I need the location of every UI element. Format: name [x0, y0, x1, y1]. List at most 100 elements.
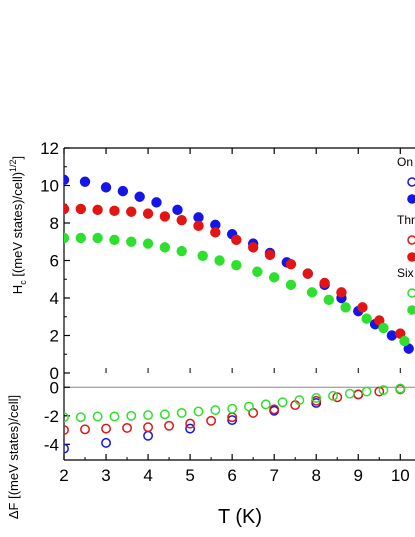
lower-series-1-point	[64, 425, 69, 435]
lower-series-0-point	[185, 423, 196, 434]
upper-series-2-point	[285, 279, 297, 291]
upper-series-2-point	[64, 232, 70, 244]
legend-title: On	[397, 155, 413, 169]
upper-series-2-point	[378, 322, 389, 334]
upper-panel: 0 2 4 6 8 10 12	[40, 139, 415, 383]
upper-series-2-point	[214, 255, 225, 266]
upper-series-1-point	[336, 287, 347, 298]
lower-series-2-point	[361, 386, 372, 397]
upper-series-1-point	[247, 242, 259, 253]
upper-series-0-point	[210, 219, 221, 231]
legend-open-marker	[407, 288, 415, 298]
legend-title: Thr	[397, 213, 415, 227]
upper-series-0-point	[134, 191, 145, 202]
upper-y-tick-label: 2	[50, 327, 59, 346]
upper-series-1-point	[357, 302, 368, 313]
upper-series-0-point	[64, 174, 70, 186]
x-tick-label: 2	[59, 466, 68, 485]
upper-series-1-point	[75, 203, 87, 215]
upper-series-2-point	[340, 302, 351, 313]
lower-series-2-point	[294, 395, 305, 406]
lower-y-tick-label: -2	[44, 407, 59, 426]
lower-series-2-point	[92, 411, 103, 422]
lower-series-2-point	[227, 403, 238, 414]
upper-series-2-point	[197, 250, 208, 262]
upper-y-tick-label: 8	[50, 214, 59, 233]
lower-series-2-point	[109, 411, 120, 422]
upper-series-2-point	[159, 242, 171, 253]
lower-series-0-point	[101, 437, 111, 448]
upper-series-2-point	[268, 272, 280, 283]
lower-series-2-point	[328, 390, 338, 401]
x-tick-label: 7	[269, 466, 278, 485]
legend-filled-marker	[407, 194, 415, 204]
legend: On Thr Six	[397, 155, 415, 315]
upper-series-0-point	[193, 212, 204, 223]
upper-series-1-point	[193, 220, 204, 232]
lower-series-2-point	[344, 388, 355, 399]
upper-y-tick-label: 6	[50, 252, 59, 271]
upper-series-2-point	[252, 266, 263, 277]
lower-y-tick-label: 0	[50, 378, 59, 397]
upper-series-0-point	[151, 197, 162, 208]
upper-series-1-point	[159, 211, 171, 222]
upper-series-1-point	[210, 227, 221, 238]
upper-series-0-point	[117, 185, 129, 197]
lower-series-2-point	[159, 409, 170, 420]
lower-series-1-point	[143, 422, 154, 433]
lower-series-1-point	[164, 420, 175, 431]
upper-y-axis-label: Hc [(meV states)/cell)1/2]	[8, 156, 28, 294]
x-tick-label: 10	[391, 466, 410, 485]
lower-series-2-point	[193, 406, 204, 417]
legend-filled-marker	[407, 252, 415, 262]
x-tick-label: 8	[311, 466, 320, 485]
lower-series-2-point	[126, 410, 137, 421]
upper-series-2-point	[323, 294, 335, 306]
upper-y-tick-label: 10	[40, 177, 59, 196]
lower-series-2-point	[64, 412, 69, 423]
upper-series-2-point	[92, 232, 103, 244]
lower-series-2-point	[277, 397, 288, 408]
upper-series-1-point	[285, 259, 297, 270]
legend-filled-marker	[407, 305, 415, 315]
legend-title: Six	[397, 266, 414, 280]
upper-series-2-point	[126, 236, 137, 247]
upper-series-2-point	[75, 232, 87, 244]
lower-panel: -4 -2 0	[44, 373, 415, 460]
upper-series-2-point	[176, 245, 187, 257]
lower-series-1-point	[122, 422, 133, 433]
legend-open-marker	[407, 177, 415, 187]
lower-y-tick-label: -4	[44, 435, 59, 454]
lower-series-0-point	[64, 443, 69, 454]
lower-series-2-point	[260, 399, 271, 410]
upper-y-tick-label: 12	[40, 139, 59, 158]
upper-series-1-point	[92, 204, 103, 216]
lower-series-1-point	[206, 415, 217, 426]
lower-series-2-point	[143, 410, 154, 421]
lower-series-1-point	[80, 424, 90, 435]
lower-series-1-point	[185, 418, 196, 429]
upper-series-1-point	[142, 208, 154, 219]
x-tick-label: 6	[227, 466, 236, 485]
lower-series-2-point	[176, 407, 187, 418]
upper-y-tick-label: 0	[50, 364, 59, 383]
upper-series-1-point	[264, 249, 276, 261]
x-tick-label: 4	[143, 466, 152, 485]
upper-series-2-point	[306, 287, 318, 298]
lower-y-axis-label: ΔF [(meV states)/cell]	[6, 395, 21, 519]
lower-series-2-point	[395, 383, 406, 394]
lower-series-1-point	[374, 386, 385, 397]
x-tick-label: 9	[354, 466, 363, 485]
lower-series-2-point	[210, 405, 221, 416]
upper-series-1-point	[126, 206, 137, 217]
upper-series-2-point	[231, 259, 242, 271]
upper-series-0-point	[79, 176, 91, 187]
lower-series-0-point	[227, 415, 238, 426]
x-axis: 2 3 4 5 6 7 8 9 10	[59, 148, 415, 485]
lower-series-1-point	[269, 404, 280, 415]
upper-series-1-point	[302, 268, 314, 279]
lower-series-0-point	[143, 430, 154, 441]
upper-series-0-point	[386, 330, 398, 341]
lower-series-1-point	[332, 392, 343, 403]
